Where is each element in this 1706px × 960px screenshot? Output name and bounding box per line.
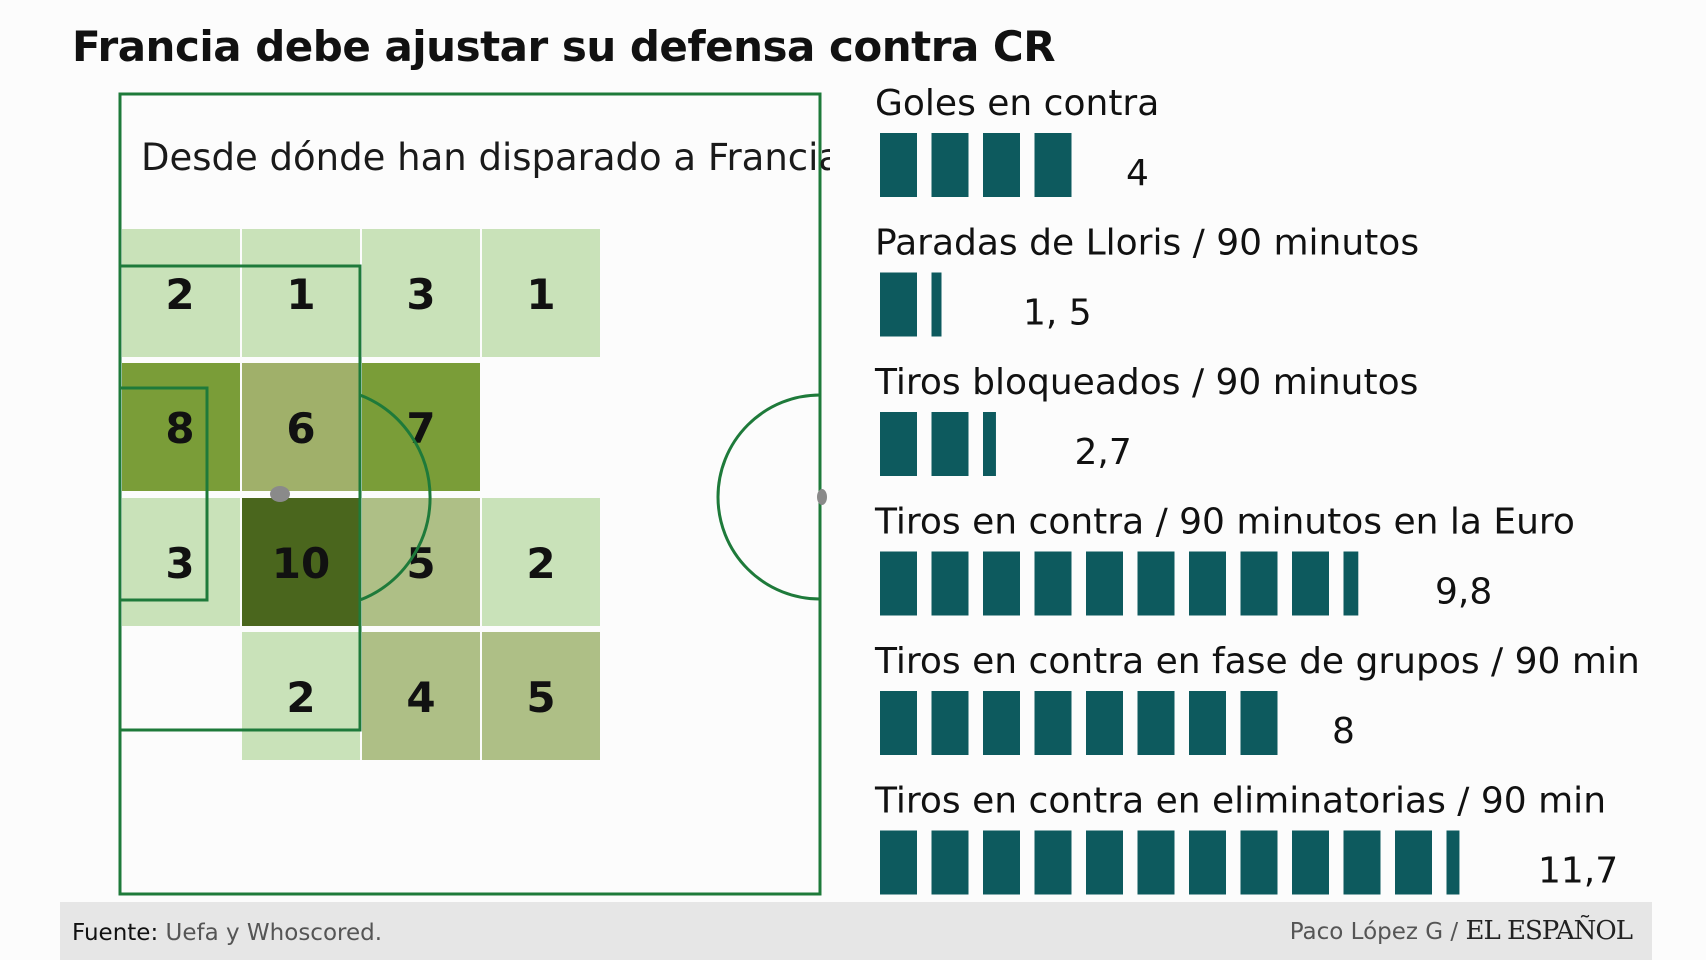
stat-bar-unit bbox=[1137, 830, 1175, 895]
stat-bar-unit bbox=[1034, 133, 1072, 197]
heatmap-cell-value: 3 bbox=[406, 270, 435, 319]
heatmap-subtitle: Desde dónde han disparado a Francia bbox=[141, 136, 830, 179]
heatmap-cell-value: 5 bbox=[406, 539, 435, 588]
heatmap-cell bbox=[242, 632, 360, 760]
brand-logo: EL ESPAÑOL bbox=[1465, 916, 1633, 946]
center-circle bbox=[716, 393, 821, 601]
stat-bar-unit bbox=[1292, 551, 1329, 616]
heatmap-cell bbox=[362, 498, 480, 626]
stat-bar-unit bbox=[880, 551, 917, 616]
stat-bar-unit bbox=[880, 272, 917, 337]
source-note: Fuente: Uefa y Whoscored. bbox=[72, 920, 382, 946]
penalty-arc bbox=[359, 393, 432, 602]
stat-bar-unit bbox=[931, 551, 969, 616]
stat-value: 11,7 bbox=[1538, 851, 1618, 892]
stat-bar-unit bbox=[983, 691, 1020, 755]
heatmap-cell-value: 7 bbox=[406, 404, 435, 453]
stat-bar-unit bbox=[931, 830, 969, 895]
stat-bar-unit bbox=[1034, 830, 1072, 895]
heatmap-cell-value: 2 bbox=[165, 270, 194, 319]
heatmap-cell bbox=[242, 498, 360, 626]
center-spot bbox=[817, 489, 827, 505]
stat-label: Tiros en contra en fase de grupos / 90 m… bbox=[874, 641, 1640, 682]
shot-heatmap: 2 1 3 1 8 6 7 3 10 5 2 2 4 5 Desde dónde han disparado… bbox=[118, 92, 830, 896]
stat-label: Tiros en contra en eliminatorias / 90 mi… bbox=[874, 781, 1606, 822]
stat-bar-unit bbox=[983, 830, 1020, 895]
stat-bar-unit bbox=[931, 133, 969, 197]
goal-area bbox=[118, 386, 209, 602]
chart-title: Francia debe ajustar su defensa contra C… bbox=[72, 22, 1056, 71]
heatmap-cell bbox=[242, 363, 360, 491]
heatmap-cell bbox=[362, 229, 480, 357]
stat-bar-unit bbox=[1292, 830, 1329, 895]
stat-value: 8 bbox=[1332, 711, 1355, 752]
stat-label: Paradas de Lloris / 90 minutos bbox=[875, 223, 1419, 264]
stat-bar-unit bbox=[931, 412, 969, 476]
stat-bar-unit bbox=[1240, 691, 1278, 755]
stat-bar-unit bbox=[931, 691, 969, 755]
stat-bar-unit bbox=[1086, 551, 1123, 616]
author: Paco López G / bbox=[1289, 919, 1466, 945]
stat-bar-unit bbox=[1343, 830, 1381, 895]
stat-bar-unit bbox=[1086, 691, 1123, 755]
stat-bar-unit bbox=[1137, 551, 1175, 616]
stat-label: Tiros bloqueados / 90 minutos bbox=[874, 362, 1418, 403]
stat-bar-unit bbox=[931, 272, 942, 337]
stat-bar-unit bbox=[1034, 551, 1072, 616]
source-value: Uefa y Whoscored. bbox=[158, 920, 383, 946]
stat-bar-unit bbox=[1240, 830, 1278, 895]
heatmap-cell bbox=[482, 229, 600, 357]
stat-bar-unit bbox=[1189, 551, 1226, 616]
stat-bar-unit bbox=[880, 691, 917, 755]
stat-label: Tiros en contra / 90 minutos en la Euro bbox=[874, 502, 1575, 543]
stat-value: 4 bbox=[1126, 153, 1149, 194]
stat-bar-unit bbox=[1137, 691, 1175, 755]
stat-bar-unit bbox=[983, 133, 1020, 197]
stat-label: Goles en contra bbox=[875, 83, 1159, 124]
source-label: Fuente: bbox=[72, 920, 159, 946]
stats-bars: Goles en contra 4 Paradas de Lloris / 90 m… bbox=[874, 83, 1640, 895]
heatmap-cell-value: 3 bbox=[165, 539, 194, 588]
stat-bar-unit bbox=[1446, 830, 1460, 895]
stat-value: 1, 5 bbox=[1023, 293, 1092, 334]
heatmap-cell-value: 1 bbox=[286, 270, 315, 319]
heatmap-cell-value: 10 bbox=[272, 539, 330, 588]
stat-bar-unit bbox=[1034, 691, 1072, 755]
credit: Paco López G / EL ESPAÑOL bbox=[1289, 916, 1633, 946]
heatmap-cell bbox=[482, 498, 600, 626]
stat-bar-unit bbox=[1189, 830, 1226, 895]
stat-bar-unit bbox=[983, 551, 1020, 616]
heatmap-cell-value: 5 bbox=[526, 673, 555, 722]
heatmap-cell bbox=[122, 229, 240, 357]
heatmap-cell-value: 1 bbox=[526, 270, 555, 319]
heatmap-cell bbox=[242, 229, 360, 357]
stat-bar-unit bbox=[1343, 551, 1359, 616]
stat-value: 9,8 bbox=[1435, 572, 1492, 613]
heatmap-cell bbox=[362, 632, 480, 760]
stat-bar-unit bbox=[880, 412, 917, 476]
stat-bar-unit bbox=[983, 412, 996, 476]
heatmap-cell-value: 4 bbox=[406, 673, 435, 722]
heatmap-cell bbox=[482, 632, 600, 760]
stat-bar-unit bbox=[880, 830, 917, 895]
heatmap-cell-value: 2 bbox=[286, 673, 315, 722]
stat-value: 2,7 bbox=[1075, 432, 1132, 473]
heatmap-cell-value: 2 bbox=[526, 539, 555, 588]
heatmap-cell bbox=[122, 498, 240, 626]
stat-bar-unit bbox=[880, 133, 917, 197]
heatmap-cell-value: 8 bbox=[165, 404, 194, 453]
stat-bar-unit bbox=[1189, 691, 1226, 755]
heatmap-cell-value: 6 bbox=[286, 404, 315, 453]
stat-bar-unit bbox=[1395, 830, 1432, 895]
stat-bar-unit bbox=[1240, 551, 1278, 616]
heatmap-cell bbox=[122, 363, 240, 491]
penalty-spot bbox=[270, 486, 290, 502]
stat-bar-unit bbox=[1086, 830, 1123, 895]
footer: Fuente: Uefa y Whoscored. Paco López G /… bbox=[60, 902, 1652, 960]
heatmap-cell bbox=[362, 363, 480, 491]
